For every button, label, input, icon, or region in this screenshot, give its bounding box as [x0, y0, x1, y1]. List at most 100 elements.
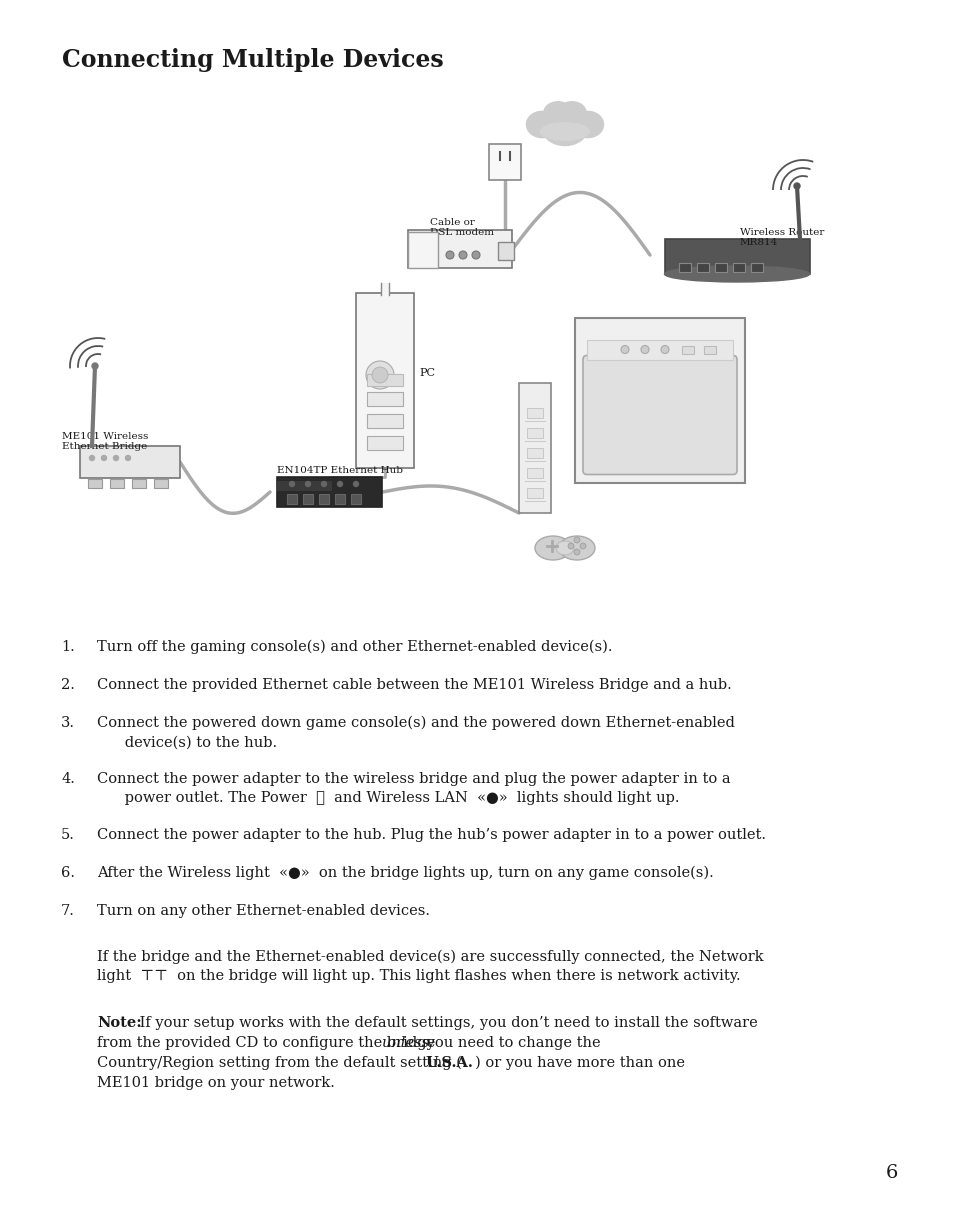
Text: 2.: 2.	[61, 678, 75, 693]
FancyBboxPatch shape	[80, 446, 180, 477]
Text: 7.: 7.	[61, 904, 75, 919]
Text: U.S.A.: U.S.A.	[424, 1056, 473, 1070]
Text: Note:: Note:	[97, 1016, 142, 1030]
FancyBboxPatch shape	[714, 262, 726, 272]
Circle shape	[640, 345, 648, 354]
FancyBboxPatch shape	[380, 283, 389, 294]
FancyBboxPatch shape	[303, 495, 313, 504]
FancyBboxPatch shape	[110, 479, 124, 488]
FancyBboxPatch shape	[132, 479, 146, 488]
FancyBboxPatch shape	[526, 428, 542, 437]
Circle shape	[620, 345, 628, 354]
FancyBboxPatch shape	[518, 383, 551, 513]
Circle shape	[126, 456, 131, 460]
Ellipse shape	[540, 123, 589, 140]
Circle shape	[574, 537, 579, 543]
Text: Turn on any other Ethernet-enabled devices.: Turn on any other Ethernet-enabled devic…	[97, 904, 430, 919]
FancyBboxPatch shape	[277, 477, 382, 507]
Circle shape	[372, 367, 388, 383]
Text: 6: 6	[884, 1164, 897, 1182]
Circle shape	[113, 456, 118, 460]
Circle shape	[458, 252, 467, 259]
Ellipse shape	[541, 111, 587, 146]
Text: PC: PC	[418, 368, 435, 378]
FancyBboxPatch shape	[697, 262, 708, 272]
Text: 4.: 4.	[61, 772, 75, 786]
FancyBboxPatch shape	[88, 479, 102, 488]
Text: ME101 bridge on your network.: ME101 bridge on your network.	[97, 1076, 335, 1090]
Ellipse shape	[558, 102, 585, 123]
Circle shape	[660, 345, 668, 354]
FancyBboxPatch shape	[586, 339, 732, 360]
Text: Connect the power adapter to the wireless bridge and plug the power adapter in t: Connect the power adapter to the wireles…	[97, 772, 730, 806]
Text: Turn off the gaming console(s) and other Ethernet-enabled device(s).: Turn off the gaming console(s) and other…	[97, 640, 612, 655]
Text: 3.: 3.	[61, 716, 75, 730]
Circle shape	[472, 252, 479, 259]
FancyBboxPatch shape	[367, 435, 402, 450]
FancyBboxPatch shape	[335, 495, 345, 504]
FancyBboxPatch shape	[408, 232, 437, 269]
FancyBboxPatch shape	[497, 242, 514, 260]
Text: you need to change the: you need to change the	[421, 1036, 600, 1050]
Circle shape	[337, 481, 342, 486]
Text: EN104TP Ethernet Hub: EN104TP Ethernet Hub	[277, 467, 403, 475]
Circle shape	[91, 363, 98, 369]
FancyBboxPatch shape	[318, 495, 329, 504]
FancyBboxPatch shape	[526, 488, 542, 498]
FancyBboxPatch shape	[703, 345, 716, 354]
Ellipse shape	[572, 112, 603, 137]
FancyBboxPatch shape	[526, 408, 542, 418]
FancyBboxPatch shape	[664, 239, 809, 275]
FancyBboxPatch shape	[153, 479, 168, 488]
Text: unless: unless	[381, 1036, 429, 1050]
Circle shape	[579, 543, 585, 549]
FancyBboxPatch shape	[351, 495, 360, 504]
FancyBboxPatch shape	[408, 230, 512, 269]
Circle shape	[289, 481, 294, 486]
Text: 6.: 6.	[61, 866, 75, 880]
FancyBboxPatch shape	[355, 293, 414, 468]
Circle shape	[101, 456, 107, 460]
Text: Connect the provided Ethernet cable between the ME101 Wireless Bridge and a hub.: Connect the provided Ethernet cable betw…	[97, 678, 731, 693]
FancyBboxPatch shape	[287, 495, 296, 504]
Text: If your setup works with the default settings, you don’t need to install the sof: If your setup works with the default set…	[135, 1016, 757, 1030]
Text: Country/Region setting from the default setting (: Country/Region setting from the default …	[97, 1056, 461, 1070]
Circle shape	[793, 183, 800, 190]
FancyBboxPatch shape	[489, 145, 520, 180]
FancyBboxPatch shape	[575, 317, 744, 482]
FancyBboxPatch shape	[526, 448, 542, 458]
FancyBboxPatch shape	[679, 262, 690, 272]
FancyBboxPatch shape	[526, 468, 542, 477]
Ellipse shape	[526, 112, 558, 137]
Circle shape	[567, 543, 574, 549]
FancyBboxPatch shape	[367, 413, 402, 428]
Circle shape	[90, 456, 94, 460]
Circle shape	[366, 361, 394, 389]
Circle shape	[354, 481, 358, 486]
Text: If the bridge and the Ethernet-enabled device(s) are successfully connected, the: If the bridge and the Ethernet-enabled d…	[97, 950, 762, 983]
Ellipse shape	[556, 541, 574, 555]
Ellipse shape	[535, 536, 571, 560]
FancyBboxPatch shape	[732, 262, 744, 272]
Circle shape	[305, 481, 310, 486]
Text: After the Wireless light  «●»  on the bridge lights up, turn on any game console: After the Wireless light «●» on the brid…	[97, 866, 713, 881]
Text: Connect the power adapter to the hub. Plug the hub’s power adapter in to a power: Connect the power adapter to the hub. Pl…	[97, 827, 765, 842]
FancyBboxPatch shape	[277, 481, 333, 491]
Ellipse shape	[664, 266, 809, 282]
Text: Connect the powered down game console(s) and the powered down Ethernet-enabled
 : Connect the powered down game console(s)…	[97, 716, 734, 750]
Text: ) or you have more than one: ) or you have more than one	[475, 1056, 684, 1070]
Text: from the provided CD to configure the bridge: from the provided CD to configure the br…	[97, 1036, 439, 1050]
Circle shape	[574, 549, 579, 555]
Text: Gaming console or other
Ethernet-enabled device: Gaming console or other Ethernet-enabled…	[599, 422, 729, 441]
Text: 5.: 5.	[61, 827, 75, 842]
Circle shape	[321, 481, 326, 486]
Text: Connecting Multiple Devices: Connecting Multiple Devices	[62, 49, 443, 72]
Text: Cable or
DSL modem: Cable or DSL modem	[430, 217, 494, 237]
FancyBboxPatch shape	[367, 373, 402, 385]
FancyBboxPatch shape	[750, 262, 762, 272]
Text: ME101 Wireless
Ethernet Bridge: ME101 Wireless Ethernet Bridge	[62, 433, 149, 452]
Text: 1.: 1.	[61, 640, 75, 654]
FancyBboxPatch shape	[681, 345, 693, 354]
Circle shape	[446, 252, 454, 259]
Text: Wireless Router
MR814: Wireless Router MR814	[740, 228, 823, 248]
